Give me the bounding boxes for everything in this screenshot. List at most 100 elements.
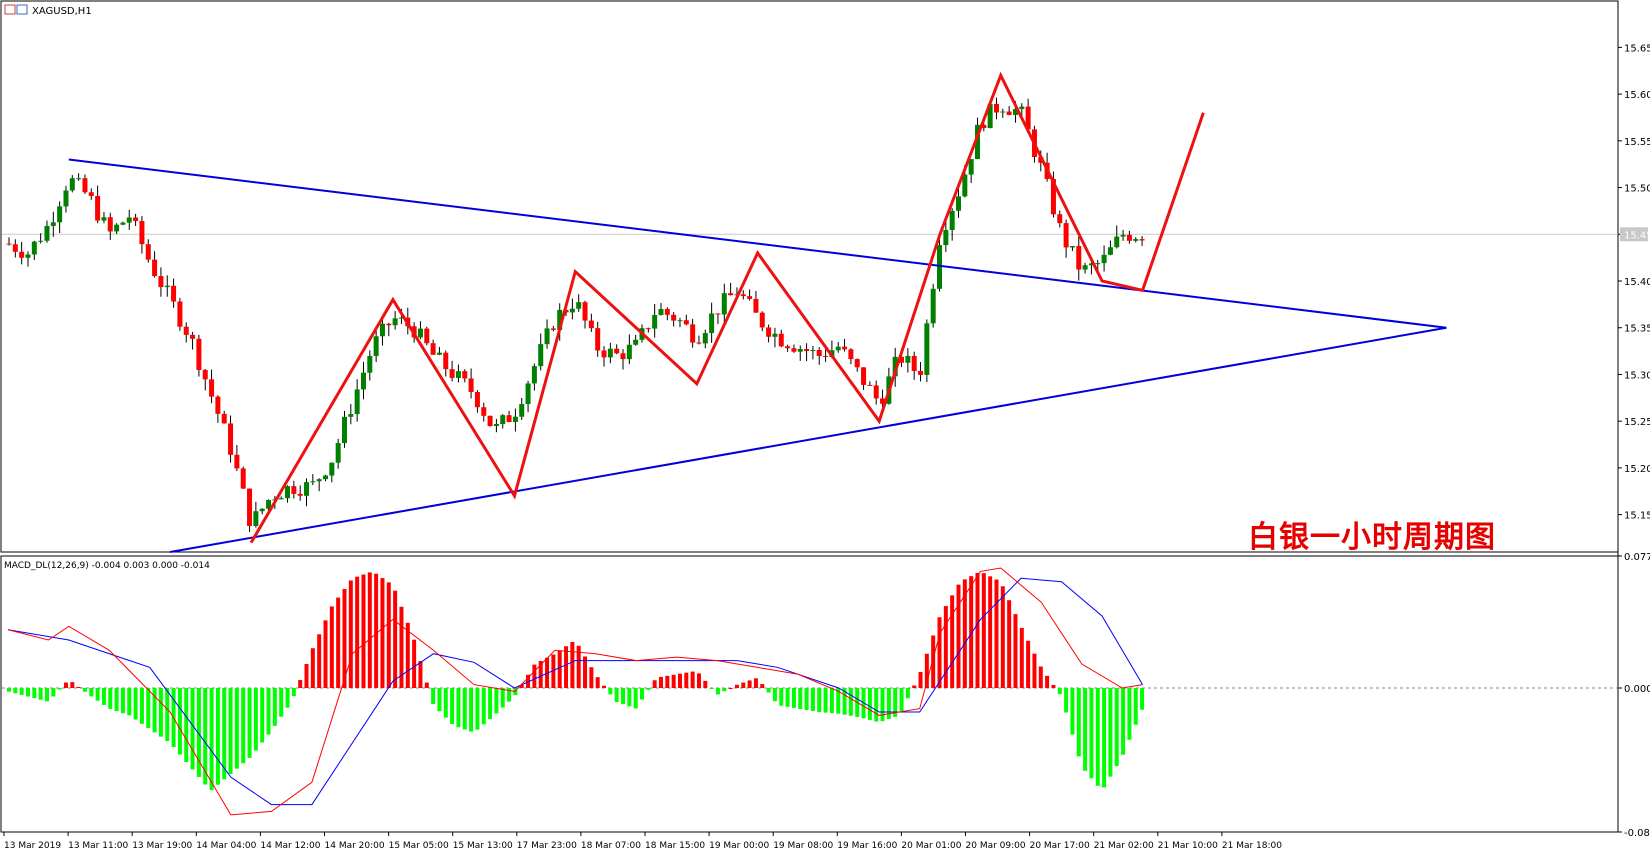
macd-histogram-bar — [13, 688, 18, 694]
candle-body — [1114, 236, 1120, 248]
macd-histogram-bar — [317, 634, 322, 688]
macd-histogram-bar — [905, 688, 910, 699]
macd-histogram-bar — [70, 682, 75, 688]
macd-histogram-bar — [323, 620, 328, 688]
candle-body — [304, 482, 310, 496]
candle-body — [538, 344, 544, 367]
candle-body — [25, 254, 31, 258]
macd-histogram-bar — [576, 645, 581, 688]
macd-histogram-bar — [76, 686, 81, 688]
candle-body — [177, 301, 183, 327]
candle-body — [747, 296, 753, 299]
macd-histogram-bar — [969, 576, 974, 688]
macd-histogram-bar — [272, 688, 277, 726]
macd-histogram-bar — [1076, 688, 1081, 757]
macd-histogram-bar — [741, 682, 746, 688]
candle-body — [721, 293, 727, 315]
macd-histogram-bar — [405, 622, 410, 688]
macd-histogram-bar — [1038, 666, 1043, 688]
candle-body — [341, 416, 347, 444]
candle-body — [753, 298, 759, 313]
macd-histogram-bar — [614, 688, 619, 703]
macd-histogram-bar — [1000, 586, 1005, 688]
candle-body — [1139, 239, 1145, 241]
macd-histogram-bar — [374, 573, 379, 688]
macd-histogram-bar — [994, 579, 999, 688]
macd-histogram-bar — [583, 656, 588, 688]
time-tick-label: 15 Mar 05:00 — [389, 841, 449, 851]
candle-body — [531, 366, 537, 384]
candle-body — [82, 178, 88, 193]
candle-body — [323, 475, 328, 480]
macd-histogram-bar — [715, 688, 720, 695]
time-tick-label: 20 Mar 09:00 — [966, 841, 1026, 851]
candle-body — [766, 327, 772, 337]
candle-body — [228, 423, 234, 455]
time-tick-label: 20 Mar 17:00 — [1030, 841, 1090, 851]
macd-histogram-bar — [532, 664, 537, 688]
candle-body — [905, 355, 911, 363]
macd-histogram-bar — [709, 688, 714, 689]
candle-body — [95, 195, 101, 221]
candle-body — [360, 372, 366, 390]
macd-histogram-bar — [488, 688, 493, 719]
macd-histogram-bar — [285, 688, 290, 708]
macd-histogram-bar — [703, 680, 708, 688]
price-tick-label: 15.65 — [1624, 43, 1650, 54]
candle-body — [512, 416, 518, 423]
macd-histogram-bar — [241, 688, 246, 764]
macd-histogram-bar — [133, 688, 138, 720]
macd-histogram-bar — [44, 688, 49, 702]
current-price-label: 15.45 — [1624, 230, 1650, 241]
macd-histogram-bar — [760, 684, 765, 688]
candle-body — [804, 349, 810, 352]
macd-histogram-bar — [310, 648, 315, 688]
macd-histogram-bar — [266, 688, 271, 735]
macd-histogram-bar — [570, 641, 575, 688]
candle-body — [664, 309, 670, 315]
macd-histogram-bar — [247, 688, 252, 758]
macd-histogram-bar — [633, 688, 638, 709]
macd-histogram-bar — [1064, 688, 1069, 713]
candle-body — [158, 276, 164, 288]
macd-histogram-bar — [418, 661, 423, 688]
macd-histogram-bar — [108, 688, 113, 709]
macd-histogram-bar — [165, 688, 170, 741]
macd-histogram-bar — [753, 678, 758, 688]
price-tick-label: 15.35 — [1624, 324, 1650, 335]
candle-body — [949, 210, 955, 230]
candle-body — [417, 328, 423, 338]
candle-body — [266, 500, 272, 509]
candle-body — [614, 348, 620, 354]
candle-body — [57, 206, 63, 223]
candle-body — [436, 352, 442, 355]
candle-body — [107, 217, 113, 232]
candle-body — [316, 479, 322, 482]
candle-body — [1006, 111, 1012, 115]
macd-histogram-bar — [1121, 688, 1126, 755]
macd-histogram-bar — [817, 688, 822, 713]
macd-histogram-bar — [361, 574, 366, 688]
candle-body — [367, 355, 373, 373]
candle-body — [297, 493, 303, 496]
candle-body — [278, 498, 284, 500]
zigzag-line — [249, 71, 1205, 544]
candle-body — [443, 352, 449, 370]
macd-histogram-bar — [1007, 600, 1012, 688]
macd-histogram-bar — [32, 688, 37, 699]
macd-histogram-bar — [646, 688, 651, 690]
macd-histogram-bar — [564, 646, 569, 688]
macd-histogram-bar — [1089, 688, 1094, 779]
candle-body — [392, 318, 398, 326]
macd-histogram-bar — [1019, 627, 1024, 688]
chart-window-icon — [4, 4, 16, 15]
macd-histogram-bar — [1045, 675, 1050, 688]
macd-histogram-bar — [1108, 688, 1113, 777]
macd-histogram-bar — [1095, 688, 1100, 786]
candle-body — [63, 190, 69, 207]
macd-histogram-bar — [766, 688, 771, 693]
candle-body — [696, 342, 702, 344]
macd-histogram-bar — [602, 685, 607, 688]
candle-body — [930, 288, 936, 324]
